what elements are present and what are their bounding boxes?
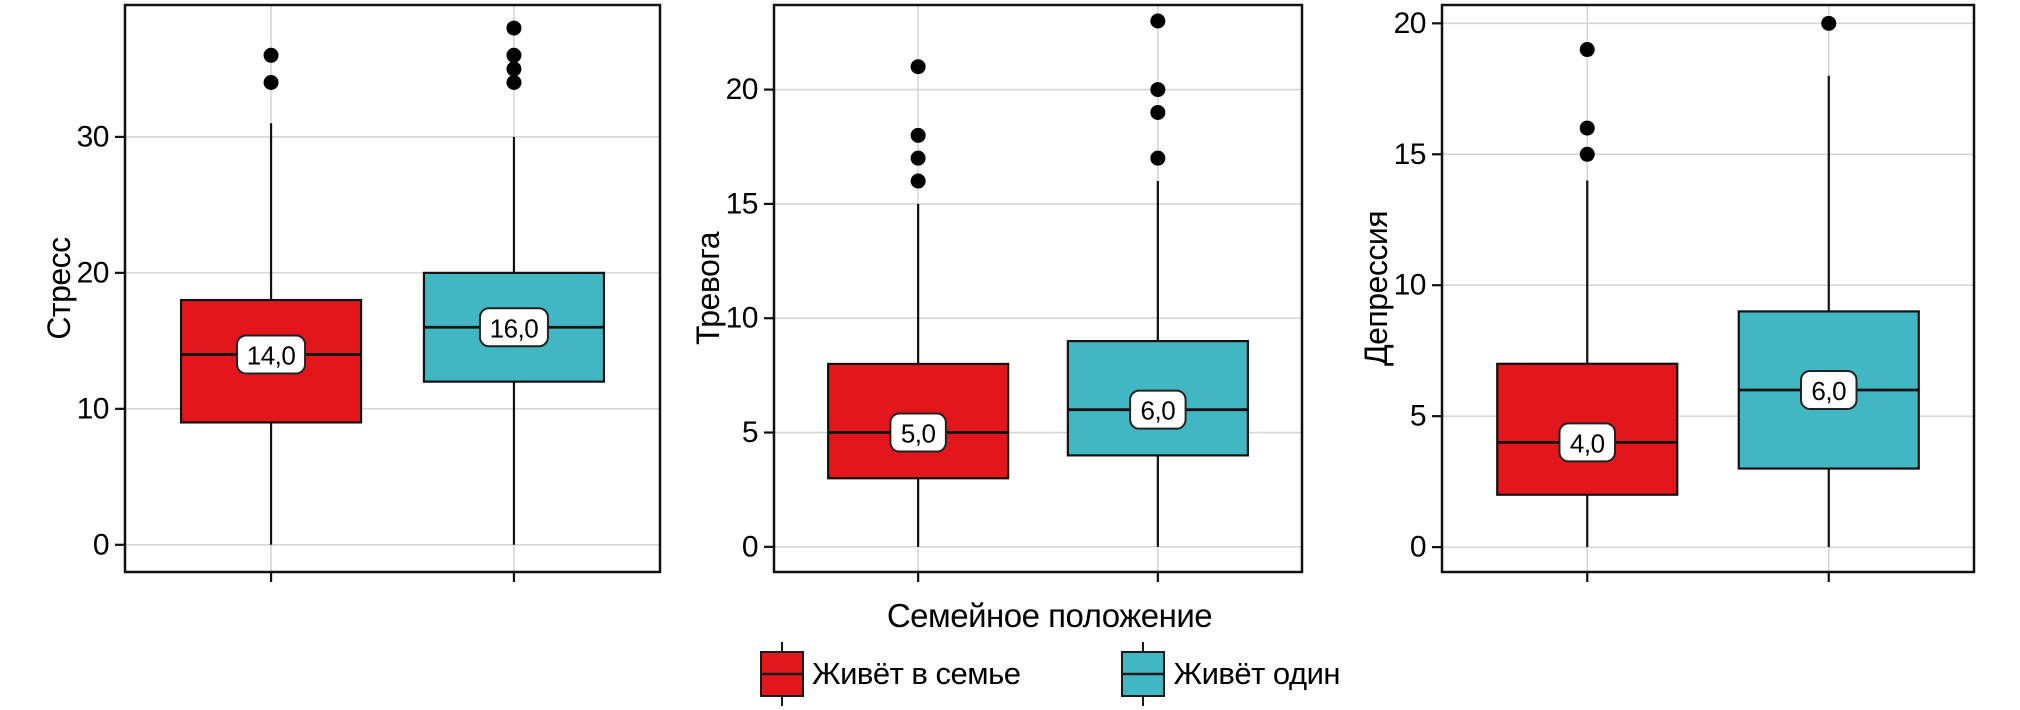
outlier-point <box>506 75 522 91</box>
outlier-point <box>506 20 522 36</box>
x-axis-title: Семейное положение <box>886 597 1213 634</box>
outlier-point <box>1579 42 1595 58</box>
y-axis-title: Стресс <box>41 237 77 340</box>
median-label: 5,0 <box>901 419 936 449</box>
y-axis-title: Депрессия <box>1358 211 1394 366</box>
median-label: 6,0 <box>1141 396 1176 426</box>
y-tick-label: 10 <box>726 302 758 335</box>
outlier-point <box>506 61 522 77</box>
outlier-point <box>1579 146 1595 162</box>
y-tick-label: 10 <box>77 392 109 425</box>
y-tick-label: 0 <box>93 528 109 561</box>
legend-item-alone: Живёт один <box>1120 642 1341 707</box>
median-label: 6,0 <box>1811 376 1846 406</box>
median-label: 16,0 <box>490 313 539 343</box>
legend-item-family: Живёт в семье <box>759 642 1021 707</box>
y-tick-label: 30 <box>77 120 109 153</box>
outlier-point <box>910 127 926 143</box>
y-tick-label: 15 <box>726 187 758 220</box>
median-label-box <box>1800 369 1858 410</box>
outlier-point <box>263 75 279 91</box>
boxplot-key-icon <box>759 642 804 707</box>
outlier-point <box>263 47 279 63</box>
legend: Живёт в семье Живёт один <box>125 642 1974 707</box>
panels-svg: 14,0 16,0 0 10 20 30 Стресс 5,0 6,0 0 5 10 15 20 Трево… <box>41 3 1976 582</box>
y-tick-label: 15 <box>1394 138 1426 171</box>
y-tick-label: 20 <box>77 256 109 289</box>
outlier-point <box>1821 15 1837 31</box>
outlier-point <box>1150 150 1166 166</box>
y-axis-title: Тревога <box>690 231 726 345</box>
y-tick-label: 10 <box>1394 269 1426 302</box>
y-tick-label: 20 <box>726 73 758 106</box>
outlier-point <box>910 150 926 166</box>
outlier-point <box>910 59 926 75</box>
outlier-point <box>1579 120 1595 136</box>
legend-label-alone: Живёт один <box>1173 656 1341 692</box>
panel-0: 14,0 16,0 0 10 20 30 Стресс <box>41 3 662 582</box>
boxplot-key-icon <box>1121 642 1166 707</box>
y-tick-label: 20 <box>1394 7 1426 40</box>
panel-1: 5,0 6,0 0 5 10 15 20 Тревога <box>690 3 1304 582</box>
median-label-box <box>236 334 307 375</box>
panel-border <box>123 3 662 574</box>
y-tick-label: 0 <box>1410 531 1426 564</box>
median-label: 4,0 <box>1570 428 1605 458</box>
outlier-point <box>1150 104 1166 120</box>
outlier-point <box>910 173 926 189</box>
panel-border <box>1440 3 1976 574</box>
panel-2: 4,0 6,0 0 5 10 15 20 Депрессия <box>1358 3 1976 582</box>
y-tick-label: 0 <box>742 530 758 563</box>
median-label-box <box>478 307 549 348</box>
outlier-point <box>506 47 522 63</box>
panel-border <box>772 3 1304 574</box>
y-tick-label: 5 <box>1410 400 1426 433</box>
median-label-box <box>1129 389 1187 430</box>
median-label: 14,0 <box>247 340 296 370</box>
outlier-point <box>1150 13 1166 29</box>
x-axis-area: Семейное положение Живёт в семье Живёт о… <box>125 597 1974 707</box>
outlier-point <box>1150 82 1166 98</box>
legend-label-family: Живёт в семье <box>811 656 1021 692</box>
y-tick-label: 5 <box>742 416 758 449</box>
median-label-box <box>1558 422 1616 463</box>
median-label-box <box>889 412 947 453</box>
